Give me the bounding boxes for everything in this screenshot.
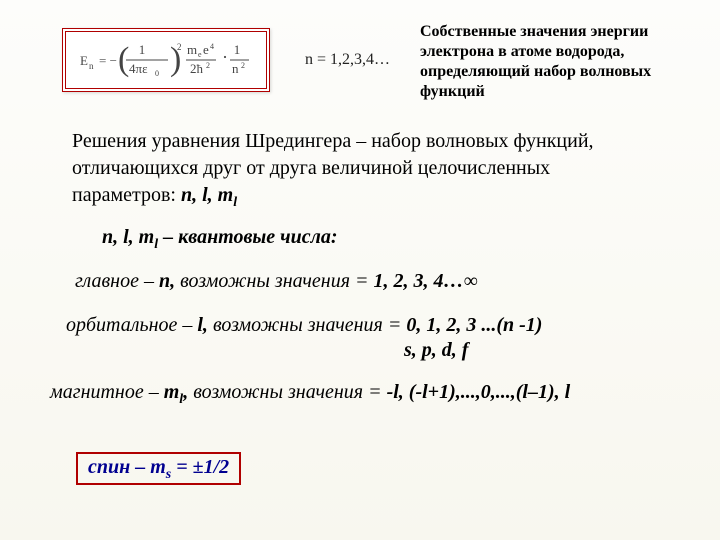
svg-text:2: 2: [206, 61, 210, 70]
glav-n: n,: [159, 270, 175, 292]
svg-text:n: n: [232, 61, 239, 76]
mag-m-main: m: [164, 381, 180, 403]
glav-mid: возможны значения =: [175, 270, 373, 292]
svg-text:2ħ: 2ħ: [190, 61, 204, 76]
mag-label: магнитное –: [50, 381, 164, 403]
principal-quantum-line: главное – n, возможны значения = 1, 2, 3…: [75, 270, 478, 293]
mag-values: -l, (-l+1),...,0,...,(l–1), l: [387, 381, 571, 403]
svg-text:4πε: 4πε: [129, 61, 148, 76]
svg-text:1: 1: [233, 42, 240, 57]
eigenvalues-description: Собственные значения энергии электрона в…: [420, 22, 680, 102]
magnetic-quantum-line: магнитное – ml, возможны значения = -l, …: [50, 381, 570, 404]
orb-mid: возможны значения =: [208, 314, 406, 336]
mag-m: ml: [164, 381, 183, 403]
orbital-quantum-line: орбитальное – l, возможны значения = 0, …: [66, 314, 542, 337]
svg-text:e: e: [203, 42, 209, 57]
svg-text:n: n: [89, 61, 94, 71]
energy-formula-box: E n = − ( ) 1 4πε 0 2 m e e 4 2ħ 2 · 1 n: [62, 28, 270, 92]
orb-l: l,: [197, 314, 208, 336]
svg-text:·: ·: [222, 47, 228, 67]
qt-symbols: n, l, m: [102, 226, 154, 248]
qt-rest: – квантовые числа:: [158, 226, 337, 248]
para1-params: n, l, ml: [181, 184, 237, 206]
energy-formula-svg: E n = − ( ) 1 4πε 0 2 m e e 4 2ħ 2 · 1 n: [74, 35, 259, 85]
spin-label: спин – m: [88, 456, 166, 478]
n-range-text: n = 1,2,3,4…: [305, 51, 390, 69]
svg-text:1: 1: [138, 42, 145, 57]
para1-params-main: n, l, m: [181, 184, 233, 206]
svg-text:e: e: [198, 50, 202, 59]
quantum-numbers-title: n, l, ml – квантовые числа:: [102, 226, 338, 249]
para1-text: Решения уравнения Шредингера – набор вол…: [72, 130, 594, 206]
glav-label: главное –: [75, 270, 159, 292]
spin-box: спин – ms = ±1/2: [76, 452, 241, 485]
svg-text:m: m: [187, 42, 197, 57]
mag-mid: возможны значения =: [188, 381, 386, 403]
glav-values: 1, 2, 3, 4…∞: [374, 270, 478, 292]
para1-params-sub: l: [233, 195, 237, 210]
svg-text:2: 2: [177, 42, 182, 52]
spin-value: = ±1/2: [171, 456, 229, 478]
orbital-letters: s, p, d, f: [404, 339, 468, 362]
schrodinger-paragraph: Решения уравнения Шредингера – набор вол…: [72, 128, 632, 209]
orb-label: орбитальное –: [66, 314, 197, 336]
svg-text:E: E: [80, 53, 88, 68]
svg-text:0: 0: [155, 69, 159, 78]
svg-text:4: 4: [210, 42, 214, 51]
svg-text:= −: = −: [99, 53, 117, 68]
svg-text:2: 2: [241, 61, 245, 70]
orb-values: 0, 1, 2, 3 ...(n -1): [406, 314, 542, 336]
